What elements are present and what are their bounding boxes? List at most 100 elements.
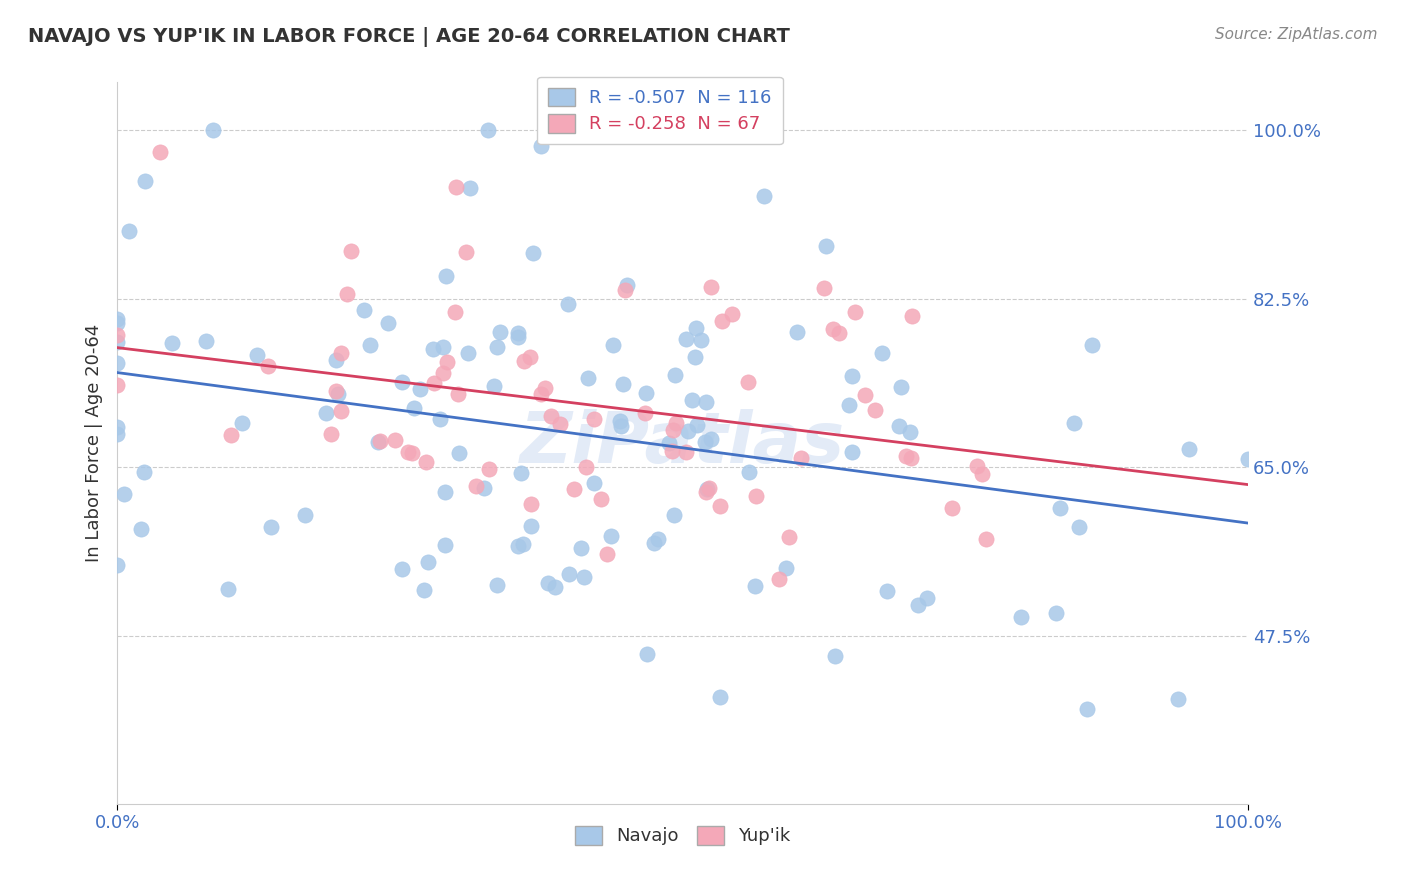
Point xyxy=(329,346,352,360)
Point xyxy=(966,458,988,473)
Point xyxy=(464,479,486,493)
Point xyxy=(595,547,617,561)
Point xyxy=(689,333,711,347)
Point xyxy=(643,535,665,549)
Point xyxy=(1010,609,1032,624)
Point xyxy=(752,189,775,203)
Point xyxy=(409,382,432,396)
Point xyxy=(105,419,128,434)
Point xyxy=(540,409,562,424)
Point xyxy=(710,314,733,328)
Point xyxy=(339,244,361,258)
Point xyxy=(447,446,470,460)
Point xyxy=(582,476,605,491)
Point xyxy=(662,423,685,437)
Point xyxy=(844,305,866,319)
Point xyxy=(890,380,912,394)
Point xyxy=(134,174,156,188)
Point xyxy=(544,580,567,594)
Point xyxy=(485,340,508,354)
Point xyxy=(696,482,718,496)
Point xyxy=(432,341,454,355)
Point xyxy=(823,322,845,336)
Point xyxy=(1178,442,1201,457)
Point xyxy=(506,330,529,344)
Point xyxy=(416,554,439,568)
Point xyxy=(444,180,467,194)
Point xyxy=(841,369,863,384)
Point xyxy=(325,384,347,399)
Point xyxy=(256,359,278,373)
Point xyxy=(616,278,638,293)
Point xyxy=(697,481,720,495)
Point xyxy=(488,325,510,339)
Point xyxy=(558,567,581,582)
Point xyxy=(194,334,217,348)
Point xyxy=(562,482,585,496)
Point xyxy=(700,280,723,294)
Point xyxy=(676,424,699,438)
Point xyxy=(828,326,851,341)
Point xyxy=(105,334,128,349)
Point xyxy=(636,647,658,661)
Point xyxy=(814,239,837,253)
Point xyxy=(600,529,623,543)
Text: Source: ZipAtlas.com: Source: ZipAtlas.com xyxy=(1215,27,1378,42)
Point xyxy=(661,444,683,458)
Point xyxy=(841,445,863,459)
Point xyxy=(384,433,406,447)
Point xyxy=(458,180,481,194)
Point xyxy=(105,328,128,343)
Point xyxy=(105,558,128,572)
Point xyxy=(789,451,811,466)
Point xyxy=(391,562,413,576)
Point xyxy=(915,591,938,605)
Point xyxy=(1237,452,1260,467)
Point xyxy=(853,388,876,402)
Point xyxy=(1167,691,1189,706)
Point xyxy=(112,487,135,501)
Point xyxy=(105,378,128,392)
Point xyxy=(482,379,505,393)
Point xyxy=(217,582,239,596)
Point xyxy=(530,139,553,153)
Point xyxy=(246,348,269,362)
Point xyxy=(614,283,637,297)
Point xyxy=(744,579,766,593)
Point xyxy=(589,492,612,507)
Point xyxy=(786,325,808,339)
Point xyxy=(432,367,454,381)
Point xyxy=(433,484,456,499)
Point xyxy=(149,145,172,160)
Point xyxy=(522,245,544,260)
Legend: R = -0.507  N = 116, R = -0.258  N = 67: R = -0.507 N = 116, R = -0.258 N = 67 xyxy=(537,77,783,145)
Point xyxy=(1081,337,1104,351)
Point xyxy=(444,305,467,319)
Point xyxy=(1049,501,1071,516)
Point xyxy=(160,335,183,350)
Point xyxy=(326,387,349,401)
Point xyxy=(367,434,389,449)
Point xyxy=(778,530,800,544)
Point xyxy=(898,425,921,439)
Point xyxy=(709,499,731,513)
Point xyxy=(359,338,381,352)
Point xyxy=(506,539,529,553)
Point xyxy=(434,538,457,552)
Point xyxy=(456,245,478,260)
Point xyxy=(537,576,560,591)
Point xyxy=(434,269,457,284)
Point xyxy=(813,281,835,295)
Point xyxy=(602,338,624,352)
Point xyxy=(548,417,571,431)
Point xyxy=(422,376,444,390)
Point xyxy=(530,387,553,401)
Point xyxy=(887,419,910,434)
Point xyxy=(513,354,536,368)
Point xyxy=(396,445,419,459)
Point xyxy=(486,578,509,592)
Point xyxy=(576,370,599,384)
Point xyxy=(370,434,392,448)
Point xyxy=(775,560,797,574)
Point xyxy=(683,350,706,364)
